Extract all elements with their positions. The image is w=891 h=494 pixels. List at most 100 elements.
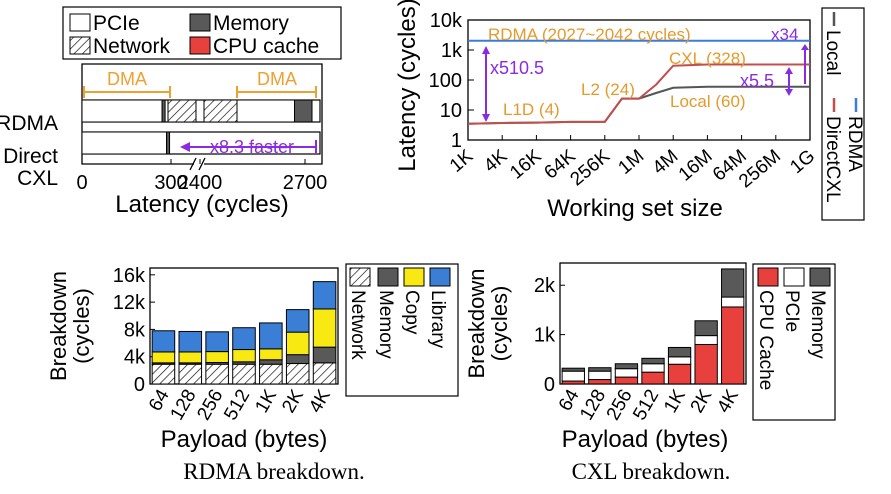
bar-segment-memory [694, 320, 718, 337]
legend-label-copy: Copy [401, 290, 422, 335]
bar-segment-memory [285, 354, 310, 365]
bar-segment-network [285, 363, 310, 385]
bar-segment-network [205, 363, 229, 385]
x-axis-title: Working set size [547, 195, 723, 222]
x-tick-label: 128 [167, 386, 201, 424]
y-tick-label: 1k [534, 325, 556, 347]
bar-segment-cpu-cache [588, 379, 612, 385]
bar-segment-pcie [81, 131, 168, 155]
legend-label-memory: Memory [807, 290, 828, 359]
latency-plot-frame [81, 63, 323, 165]
latency-breakdown-panel: PCIe Memory Network CPU cache RDMA DirectCXL D… [0, 6, 342, 218]
bar-segment-memory [614, 363, 639, 370]
legend-label-pcie: PCIe [781, 290, 802, 332]
legend-label-network: Network [93, 35, 171, 58]
bar-segment-pcie [588, 370, 612, 381]
bar-segment-memory [166, 131, 171, 155]
x-tick-label: 0 [76, 172, 87, 194]
legend-label-library: Library [427, 290, 448, 349]
annot-x34: x34 [771, 25, 798, 44]
row-label-rdma: RDMA [0, 112, 58, 135]
bar-segment-network [232, 363, 256, 385]
annot-l1d: L1D (4) [503, 100, 560, 119]
dma-label-right: DMA [257, 69, 297, 89]
rdma-caption: RDMA breakdown. [183, 459, 364, 484]
annot-cxl: CXL (328) [669, 49, 746, 68]
bar-segment-cpu-cache [694, 343, 718, 385]
bar-segment-cpu-cache [614, 376, 639, 385]
bar-segment-memory [259, 359, 283, 365]
legend-label-cpu-cache: CPU cache [213, 35, 319, 58]
bar-segment-copy [178, 351, 203, 364]
bar-segment-copy [285, 331, 310, 356]
legend-label-memory: Memory [213, 12, 289, 35]
y-tick-label: 8k [124, 319, 146, 341]
bar-segment-library [285, 309, 310, 333]
x-tick-label: 512 [220, 386, 254, 424]
bar-segment-memory [161, 99, 166, 123]
annot-x55-arrow-head-down [785, 89, 793, 96]
x-axis-title: Latency (cycles) [115, 191, 288, 218]
legend-box [752, 263, 836, 421]
x-tick-label: 2400 [178, 172, 223, 194]
y-tick-label: 4k [124, 347, 146, 369]
bar-segment-network [151, 363, 176, 385]
bar-segment-pcie [561, 370, 585, 382]
x-tick-label: 1M [614, 146, 648, 179]
x-tick-label: 16M [675, 146, 717, 186]
legend-swatch-network [69, 36, 91, 55]
bar-segment-network [259, 363, 283, 385]
y-tick-label: 10k [430, 10, 463, 32]
bar-segment-library [178, 330, 203, 353]
bar-segment-cpu-cache [667, 363, 692, 385]
bar-segment-cpu-cache [721, 306, 745, 385]
legend-swatch-pcie [69, 13, 91, 32]
x-tick-label: 1K [660, 386, 690, 417]
bar-segment-network [178, 363, 203, 385]
bar-segment-memory [641, 357, 665, 365]
bar-segment-memory [561, 367, 585, 372]
bar-segment-network [312, 362, 337, 385]
bar-segment-library [259, 322, 283, 350]
speedup-arrow-head [180, 142, 190, 152]
x-tick-label: 128 [576, 386, 610, 424]
x-tick-label: 256 [193, 386, 227, 424]
bar-segment-pcie [694, 335, 718, 345]
bar-segment-pcie [641, 363, 665, 373]
legend-swatch-network [349, 267, 371, 287]
bar-segment-pcie [721, 296, 745, 308]
legend-swatch-cpu-cache [757, 267, 779, 287]
annot-l2: L2 (24) [581, 80, 635, 99]
y-tick-label: 100 [429, 70, 462, 92]
bar-segment-memory [312, 346, 337, 364]
latency-series-legend: Local DirectCXL RDMA [821, 7, 865, 221]
bar-segment-library [312, 281, 337, 310]
row-label-direct: Direct [3, 145, 58, 168]
x-tick-label: 512 [629, 386, 663, 424]
legend-label-directcxl: DirectCXL [822, 116, 843, 203]
bar-segment-pcie [614, 368, 639, 378]
y-axis-title: Latency (cycles) [394, 0, 421, 172]
breakdown-legend: Network Memory Copy Library [345, 263, 459, 397]
annot-x34-arrow-head [801, 44, 809, 50]
x-tick-label: 2K [278, 386, 308, 417]
y-axis-title: (cycles) [69, 288, 94, 364]
legend-swatch-memory [189, 13, 211, 32]
bar-segment-copy [312, 308, 337, 348]
legend-swatch-cpu-cache [189, 36, 211, 55]
series-line-directcxl [467, 63, 810, 125]
row-label-cxl: CXL [17, 167, 58, 190]
speedup-label: x8.3 faster [210, 137, 294, 157]
bar-segment-memory [588, 367, 612, 372]
x-tick-label: 16K [506, 146, 546, 184]
x-tick-label: 256K [567, 146, 615, 191]
bar-segment-library [151, 330, 176, 353]
bar-segment-memory [294, 99, 313, 123]
bar-segment-copy [232, 349, 256, 363]
legend-swatch-library [429, 267, 451, 287]
legend-swatch-memory [809, 267, 831, 287]
axis-break-gap [194, 158, 204, 172]
x-tick-label: 2700 [283, 172, 328, 194]
